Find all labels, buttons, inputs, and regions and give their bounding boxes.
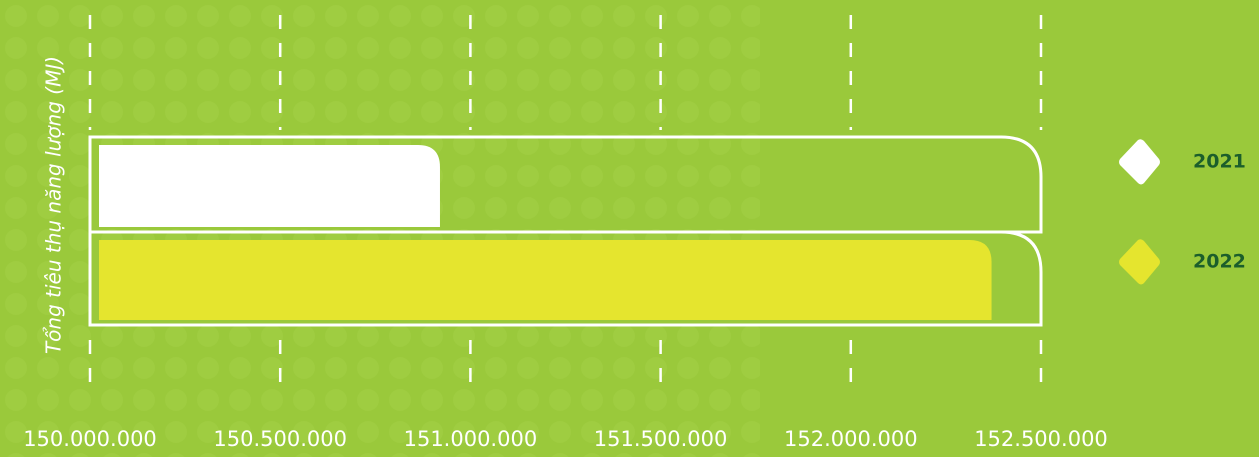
legend-label: 2022	[1193, 251, 1246, 273]
x-tick-label: 150.500.000	[213, 427, 347, 451]
x-tick-label: 152.000.000	[784, 427, 918, 451]
x-tick-label: 151.000.000	[404, 427, 538, 451]
bar	[99, 240, 992, 320]
background-pattern	[0, 0, 760, 457]
x-tick-label: 150.000.000	[23, 427, 157, 451]
y-axis-label: Tổng tiêu thụ năng lượng (MJ)	[42, 56, 66, 354]
bar	[99, 145, 440, 227]
legend-label: 2021	[1193, 151, 1246, 173]
bar-frame	[88, 135, 1043, 327]
x-tick-label: 151.500.000	[594, 427, 728, 451]
x-tick-label: 152.500.000	[974, 427, 1108, 451]
legend-marker	[1119, 139, 1160, 185]
legend-marker	[1119, 239, 1160, 285]
